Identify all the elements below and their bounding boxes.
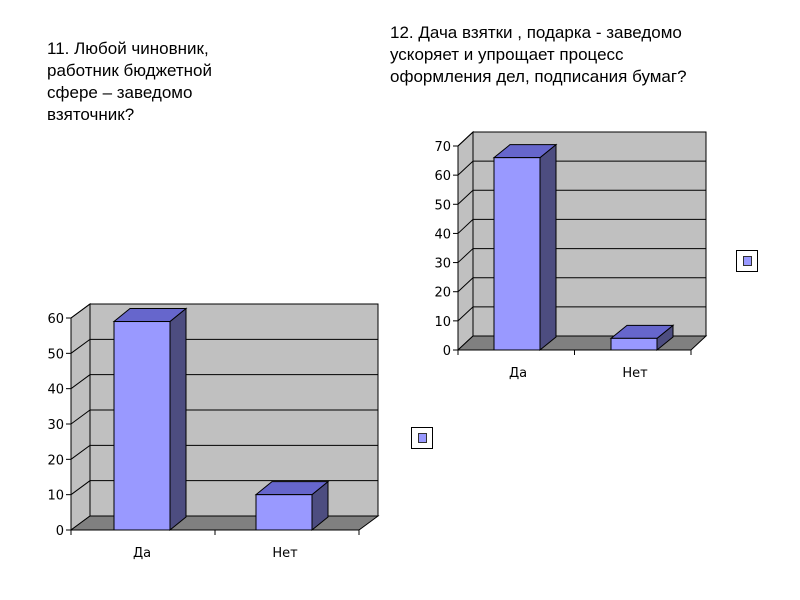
chart-11-y-tick-label: 10 — [47, 489, 64, 504]
chart-11-gridline — [70, 303, 378, 319]
legend-swatch — [743, 256, 752, 266]
question-12-title: 12. Дача взятки , подарка - заведомо уск… — [390, 23, 687, 86]
chart-11-y-tick-label: 20 — [47, 453, 64, 468]
chart-12-gridline — [457, 189, 706, 205]
chart-12-y-tick-label: 20 — [434, 286, 451, 301]
chart-11-y-tick-label: 30 — [47, 418, 64, 433]
chart-12-bar-side — [539, 143, 557, 352]
chart-12-bar — [610, 337, 658, 351]
chart-12-y-tick-label: 60 — [434, 169, 451, 184]
chart-11-bar — [255, 494, 313, 531]
chart-12-gridline — [457, 218, 706, 234]
chart-12-y-tick-label: 30 — [434, 257, 451, 272]
chart-12-y-tick-label: 0 — [443, 344, 451, 359]
chart-12-y-tick-label: 10 — [434, 315, 451, 330]
chart-11-gridline — [70, 338, 378, 354]
chart-12-gridline — [457, 277, 706, 293]
question-11-title: 11. Любой чиновник, работник бюджетной с… — [47, 39, 212, 124]
chart-12-y-tick-label: 50 — [434, 198, 451, 213]
chart-12-legend — [736, 250, 758, 272]
chart-11-legend — [411, 427, 433, 449]
chart-11-y-tick-label: 0 — [56, 524, 64, 539]
chart-11-bar-side — [169, 307, 187, 532]
chart-11-category-label: Нет — [272, 546, 298, 561]
chart-11-gridline — [70, 444, 378, 460]
chart-12-side-wall — [457, 130, 474, 352]
chart-11-gridline — [70, 374, 378, 390]
chart-11-gridline — [70, 409, 378, 425]
legend-swatch — [418, 433, 427, 443]
chart-11-y-tick-label: 50 — [47, 347, 64, 362]
chart-12-y-tick-label: 40 — [434, 227, 451, 242]
chart-12-gridline — [457, 131, 706, 147]
chart-12-category-label: Нет — [622, 366, 648, 381]
chart-11-y-tick-label: 40 — [47, 383, 64, 398]
chart-12-y-tick-label: 70 — [434, 140, 451, 155]
chart-11-bar — [113, 321, 171, 531]
chart-12-gridline — [457, 160, 706, 176]
chart-12-bar — [493, 157, 541, 351]
chart-11-gridline — [70, 480, 378, 496]
chart-12-gridline — [457, 248, 706, 263]
chart-12-category-label: Да — [509, 366, 527, 381]
chart-11-category-label: Да — [133, 546, 151, 561]
chart-12-gridline — [457, 306, 706, 322]
chart-11-y-tick-label: 60 — [47, 312, 64, 327]
